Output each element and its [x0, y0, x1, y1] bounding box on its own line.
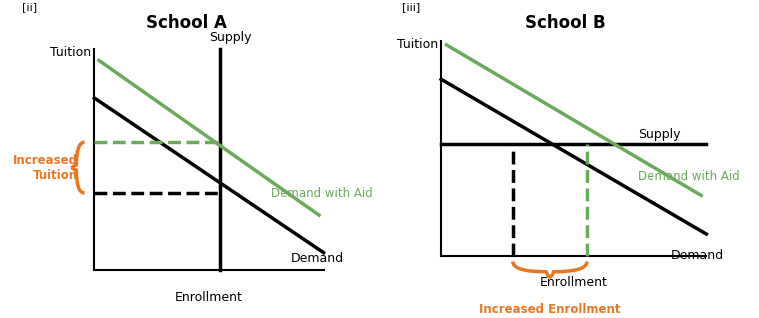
Text: Demand: Demand — [670, 249, 723, 262]
Text: Increased
Tuition: Increased Tuition — [13, 154, 78, 182]
Text: Increased Enrollment: Increased Enrollment — [479, 303, 621, 316]
Text: Supply: Supply — [638, 128, 680, 141]
Text: Demand: Demand — [291, 252, 344, 265]
Text: Enrollment: Enrollment — [175, 291, 243, 304]
Text: School A: School A — [146, 14, 226, 32]
Text: [ii]: [ii] — [22, 2, 37, 12]
Text: Demand with Aid: Demand with Aid — [638, 169, 739, 183]
Text: Enrollment: Enrollment — [540, 276, 608, 289]
Text: [iii]: [iii] — [402, 2, 420, 12]
Text: School B: School B — [525, 14, 606, 32]
Text: Tuition: Tuition — [397, 38, 438, 51]
Text: Supply: Supply — [209, 31, 251, 44]
Text: Demand with Aid: Demand with Aid — [271, 187, 373, 200]
Text: Tuition: Tuition — [50, 46, 91, 59]
